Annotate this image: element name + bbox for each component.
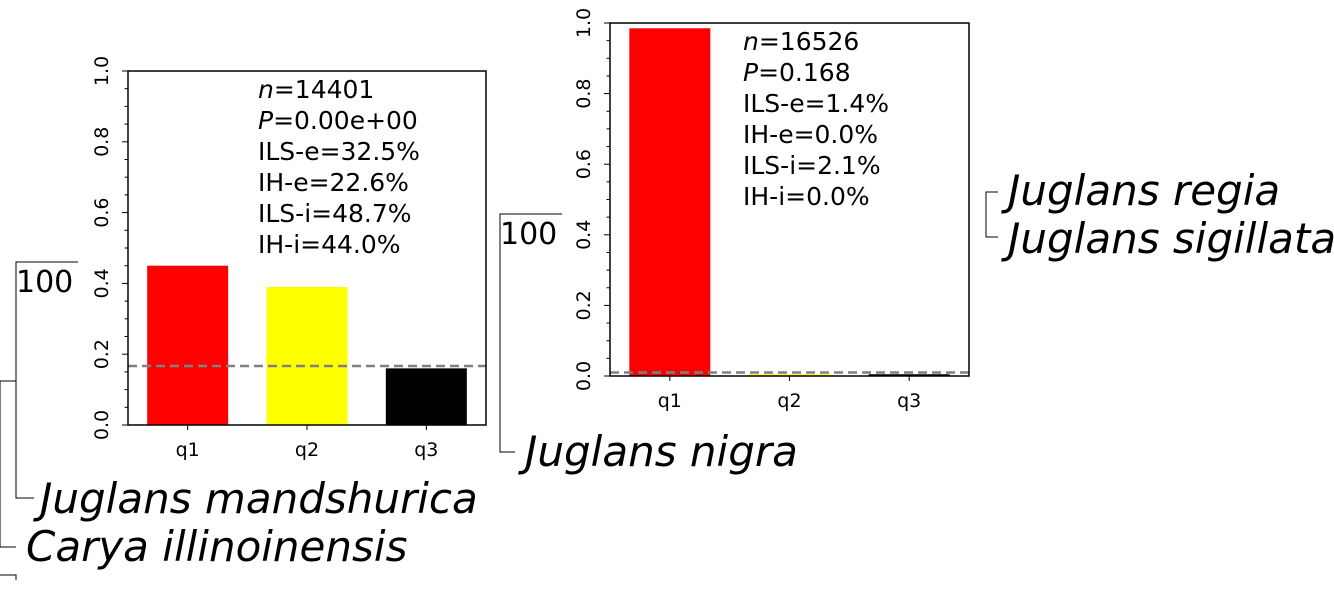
stat-annotation: P=0.168 (743, 58, 851, 87)
stat-annotation: ILS-i=48.7% (258, 199, 412, 228)
y-tick-label: 0.8 (91, 127, 113, 157)
stat-annotation: P=0.00e+00 (258, 106, 418, 135)
taxon-juglans-regia: Juglans regia (1001, 166, 1280, 215)
branch-left-clade (15, 261, 78, 499)
x-tick-label-q2: q2 (777, 390, 801, 412)
branch-root (0, 380, 16, 548)
tree-branches (0, 191, 998, 580)
x-tick-label-q1: q1 (176, 439, 200, 461)
bar-q3 (385, 368, 467, 425)
y-tick-label: 0.4 (91, 268, 113, 298)
y-tick-label: 1.0 (573, 8, 595, 38)
taxon-juglans-nigra: Juglans nigra (518, 427, 798, 476)
y-tick-label: 0.6 (573, 149, 595, 179)
y-tick-label: 0.4 (573, 220, 595, 250)
stat-annotation: n=16526 (743, 27, 859, 56)
x-tick-label-q3: q3 (897, 390, 921, 412)
y-tick-label: 0.2 (573, 290, 595, 320)
branch-stub (0, 574, 17, 580)
taxon-juglans-sigillata: Juglans sigillata (1001, 214, 1334, 263)
stat-annotation: ILS-e=32.5% (258, 137, 420, 166)
y-tick-label: 0.6 (91, 197, 113, 227)
stat-annotation: IH-e=22.6% (258, 168, 409, 197)
charts-layer: 0.0 0.2 0.4 0.6 0.8 1.0 q1 q2 q3 n=14401P=0.00e+0… (91, 8, 970, 461)
stat-annotation: ILS-e=1.4% (743, 89, 889, 118)
bar-q2 (266, 286, 348, 425)
stat-annotation: IH-i=0.0% (743, 182, 870, 211)
bar-q3 (868, 374, 950, 376)
x-tick-label-q3: q3 (414, 439, 438, 461)
chart-2: 0.00.20.40.60.81.0q1 q2 q3n=16526P=0.168IL… (573, 8, 970, 412)
y-tick-label: 0.2 (91, 339, 113, 369)
stat-annotation: ILS-i=2.1% (743, 151, 881, 180)
bar-q1 (147, 265, 229, 425)
branch-nigra (499, 213, 562, 453)
stat-annotation: n=14401 (258, 75, 374, 104)
y-tick-label: 0.8 (573, 78, 595, 108)
y-tick-label: 0.0 (91, 410, 113, 440)
support-value-left: 100 (16, 265, 73, 300)
y-tick-label: 0.0 (573, 361, 595, 391)
chart-1: 0.0 0.2 0.4 0.6 0.8 1.0 q1 q2 q3 n=14401P=0.00e+0… (91, 56, 487, 461)
stat-annotation: IH-i=44.0% (258, 230, 401, 259)
support-value-mid: 100 (500, 217, 557, 252)
y-tick-label: 1.0 (91, 56, 113, 86)
stat-annotation: IH-e=0.0% (743, 120, 878, 149)
branch-regia-sigillata (985, 191, 998, 238)
bar-q1 (629, 28, 711, 376)
taxon-carya-illinoinensis: Carya illinoinensis (26, 522, 407, 571)
x-tick-label-q2: q2 (295, 439, 319, 461)
bar-q2 (749, 374, 830, 376)
x-tick-label-q1: q1 (658, 390, 682, 412)
taxon-juglans-mandshurica: Juglans mandshurica (33, 474, 478, 523)
